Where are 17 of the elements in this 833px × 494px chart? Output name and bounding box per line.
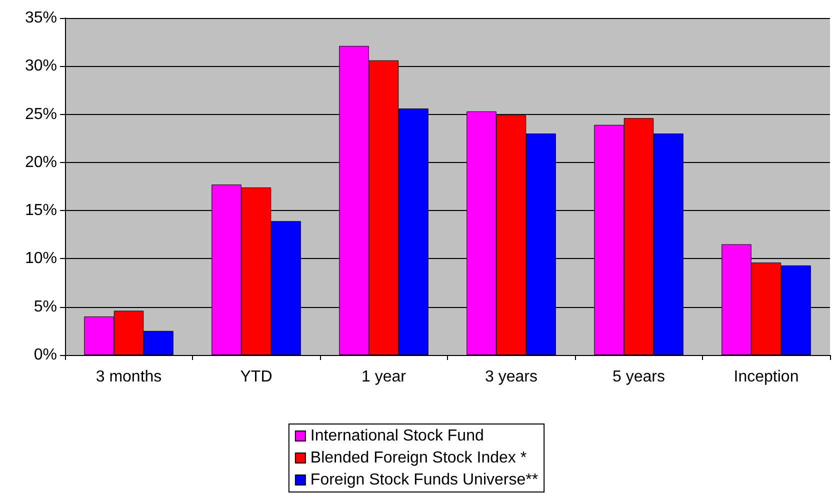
x-tick-label: 3 months: [96, 368, 162, 386]
x-tick-label: 1 year: [362, 368, 407, 386]
x-tick-label: 3 years: [485, 368, 538, 386]
legend-label: Foreign Stock Funds Universe**: [310, 472, 538, 488]
y-tick-label: 10%: [24, 250, 57, 268]
y-tick-label: 25%: [24, 106, 57, 123]
legend-label: International Stock Fund: [310, 428, 484, 444]
x-tick-label: Inception: [734, 368, 799, 386]
x-tick-label: 5 years: [612, 368, 665, 386]
y-tick-label: 35%: [24, 10, 57, 26]
y-tick-label: 5%: [34, 298, 57, 316]
y-tick-label: 30%: [24, 58, 57, 75]
y-tick-label: 15%: [24, 202, 57, 220]
y-tick-label: 20%: [24, 154, 57, 171]
legend-label: Blended Foreign Stock Index *: [310, 450, 527, 466]
x-tick-label: YTD: [240, 368, 272, 386]
y-tick-label: 0%: [34, 346, 57, 364]
